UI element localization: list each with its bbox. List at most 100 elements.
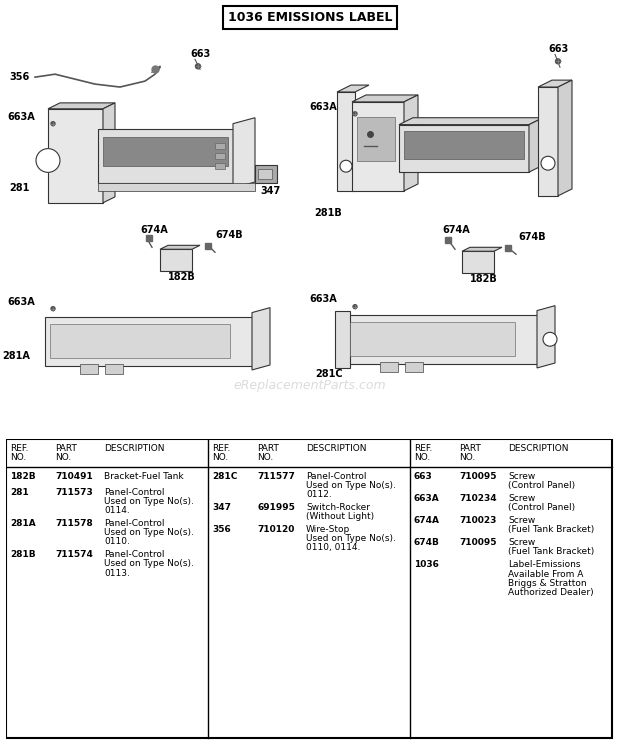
Bar [215, 144, 225, 150]
Polygon shape [537, 306, 555, 368]
Text: Used on Type No(s).: Used on Type No(s). [104, 528, 194, 537]
Text: DESCRIPTION: DESCRIPTION [508, 444, 569, 453]
Text: NO.: NO. [459, 453, 475, 462]
Polygon shape [98, 183, 255, 191]
Text: 182B: 182B [168, 272, 196, 282]
Text: 674A: 674A [414, 516, 440, 525]
Text: 674B: 674B [215, 231, 242, 240]
Text: 710023: 710023 [459, 516, 497, 525]
Polygon shape [399, 125, 529, 172]
Text: 711578: 711578 [55, 519, 93, 528]
Bar [215, 163, 225, 169]
Text: NO.: NO. [55, 453, 71, 462]
Text: 674B: 674B [414, 539, 440, 548]
Text: (Control Panel): (Control Panel) [508, 481, 575, 490]
Text: 281B: 281B [314, 208, 342, 218]
Bar [105, 364, 123, 374]
Text: 281C: 281C [316, 369, 343, 379]
Text: 710095: 710095 [459, 472, 497, 481]
Text: 182B: 182B [470, 274, 498, 284]
Text: 281: 281 [10, 488, 29, 497]
Bar [258, 169, 272, 179]
Text: 663A: 663A [414, 494, 440, 503]
Text: Bracket-Fuel Tank: Bracket-Fuel Tank [104, 472, 184, 481]
Text: 711573: 711573 [55, 488, 93, 497]
Polygon shape [538, 87, 558, 196]
Text: NO.: NO. [212, 453, 228, 462]
Text: 710491: 710491 [55, 472, 93, 481]
Text: REF.: REF. [10, 444, 29, 453]
Text: 0112.: 0112. [306, 490, 332, 499]
Text: 710234: 710234 [459, 494, 497, 503]
Text: Available From A: Available From A [508, 570, 583, 579]
Text: Screw: Screw [508, 494, 535, 503]
Text: DESCRIPTION: DESCRIPTION [306, 444, 366, 453]
Text: 1036: 1036 [414, 560, 439, 569]
Text: 674A: 674A [442, 225, 470, 236]
Polygon shape [352, 95, 418, 102]
Text: REF.: REF. [212, 444, 231, 453]
Text: 347: 347 [212, 503, 231, 512]
Text: 691995: 691995 [257, 503, 295, 512]
Text: (Control Panel): (Control Panel) [508, 503, 575, 512]
Text: Wire-Stop: Wire-Stop [306, 525, 350, 534]
Text: PART: PART [55, 444, 77, 453]
Text: 710095: 710095 [459, 539, 497, 548]
Text: (Fuel Tank Bracket): (Fuel Tank Bracket) [508, 525, 594, 534]
Text: (Without Light): (Without Light) [306, 513, 374, 522]
Polygon shape [160, 246, 200, 249]
Bar [405, 362, 423, 372]
Circle shape [340, 160, 352, 172]
Text: 663A: 663A [309, 294, 337, 304]
Text: Used on Type No(s).: Used on Type No(s). [306, 481, 396, 490]
Text: PART: PART [459, 444, 481, 453]
Text: 182B: 182B [10, 472, 36, 481]
Text: 281A: 281A [10, 519, 36, 528]
Circle shape [51, 307, 55, 310]
Bar [215, 153, 225, 159]
Text: 710120: 710120 [257, 525, 294, 534]
Text: 711574: 711574 [55, 551, 93, 559]
Polygon shape [462, 251, 494, 273]
Text: 0110, 0114.: 0110, 0114. [306, 543, 360, 552]
Text: Panel-Control: Panel-Control [104, 519, 165, 528]
Text: 674A: 674A [140, 225, 168, 236]
Circle shape [36, 149, 60, 173]
Circle shape [353, 305, 357, 309]
Text: 0110.: 0110. [104, 537, 130, 546]
Text: 663A: 663A [7, 112, 35, 122]
Text: Screw: Screw [508, 472, 535, 481]
Text: Panel-Control: Panel-Control [306, 472, 366, 481]
Text: Screw: Screw [508, 539, 535, 548]
Text: 281B: 281B [10, 551, 36, 559]
Circle shape [543, 333, 557, 346]
Text: 663A: 663A [7, 297, 35, 307]
Polygon shape [337, 92, 355, 191]
Polygon shape [48, 103, 115, 109]
Text: DESCRIPTION: DESCRIPTION [104, 444, 165, 453]
Polygon shape [345, 315, 545, 364]
Text: 663: 663 [548, 45, 569, 54]
Text: Panel-Control: Panel-Control [104, 551, 165, 559]
Polygon shape [558, 80, 572, 196]
Circle shape [541, 156, 555, 170]
Text: 663A: 663A [309, 102, 337, 112]
Polygon shape [48, 109, 103, 203]
Text: 663: 663 [190, 49, 210, 60]
Text: Used on Type No(s).: Used on Type No(s). [104, 559, 194, 568]
Text: 281: 281 [10, 183, 30, 193]
Text: 1036 EMISSIONS LABEL: 1036 EMISSIONS LABEL [228, 11, 392, 25]
Polygon shape [50, 324, 230, 358]
Text: Switch-Rocker: Switch-Rocker [306, 503, 370, 512]
Text: 0114.: 0114. [104, 506, 130, 516]
Circle shape [195, 64, 200, 68]
Text: 347: 347 [260, 186, 280, 196]
Polygon shape [252, 307, 270, 370]
Polygon shape [350, 322, 515, 356]
Text: (Fuel Tank Bracket): (Fuel Tank Bracket) [508, 548, 594, 557]
Text: 663: 663 [414, 472, 433, 481]
Text: REF.: REF. [414, 444, 432, 453]
Text: Screw: Screw [508, 516, 535, 525]
Circle shape [51, 122, 55, 126]
Text: 674B: 674B [518, 232, 546, 243]
